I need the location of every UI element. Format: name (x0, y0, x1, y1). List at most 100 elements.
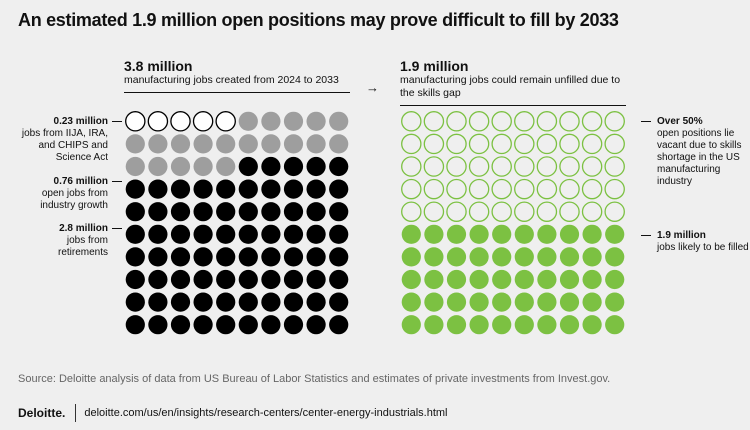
left-waffle-dot-series-2 (306, 179, 326, 199)
right-waffle-dot-series-0 (491, 111, 512, 132)
right-waffle-dot-series-0 (514, 201, 535, 222)
annotation-filled-value: 1.9 million (657, 230, 706, 241)
source-note: Source: Deloitte analysis of data from U… (18, 373, 611, 385)
right-waffle-dot-series-0 (446, 178, 467, 200)
left-waffle-dot-series-2 (261, 179, 281, 199)
left-waffle-dot-series-2 (283, 292, 304, 312)
right-waffle-dot-series-0 (536, 201, 558, 222)
right-waffle-dot-series-1 (582, 247, 602, 267)
left-waffle-dot-series-1 (170, 156, 191, 177)
left-waffle-dot-series-2 (329, 156, 349, 177)
left-waffle-dot-series-2 (170, 315, 191, 335)
right-waffle-dot-series-1 (401, 292, 421, 312)
left-waffle-chart (125, 111, 349, 335)
left-waffle-dot-series-2 (329, 247, 349, 267)
right-waffle-dot-series-1 (514, 269, 534, 290)
left-waffle-dot-series-2 (216, 269, 236, 290)
left-panel-header: 3.8 million manufacturing jobs created f… (124, 58, 350, 93)
left-waffle-dot-series-1 (283, 111, 304, 131)
left-waffle-dot-series-1 (238, 111, 258, 131)
left-waffle-dot-series-2 (125, 315, 145, 335)
left-waffle-dot-series-2 (329, 224, 349, 244)
left-waffle-dot-series-2 (148, 224, 168, 244)
right-waffle-dot-series-1 (424, 247, 444, 267)
footer-separator (75, 404, 77, 422)
annotation-vacant: Over 50% open positions lie vacant due t… (641, 116, 749, 188)
right-waffle-dot-series-0 (514, 111, 535, 132)
left-waffle-dot-series-2 (125, 292, 145, 312)
insights-link[interactable]: deloitte.com/us/en/insights/research-cen… (84, 407, 448, 419)
annotation-retirements: 2.8 million jobs from retirements (18, 223, 122, 259)
left-waffle-dot-series-2 (306, 315, 326, 335)
right-waffle-dot-series-1 (559, 315, 580, 335)
annotation-vacant-text: open positions lie vacant due to skills … (657, 128, 742, 187)
left-waffle-dot-series-2 (261, 156, 281, 177)
left-waffle-dot-series-2 (283, 269, 304, 290)
left-waffle-dot-series-1 (193, 134, 213, 154)
right-waffle-dot-series-1 (446, 224, 467, 244)
annotation-growth: 0.76 million open jobs from industry gro… (18, 176, 122, 212)
annotation-iija-value: 0.23 million (53, 116, 108, 127)
left-waffle-dot-series-2 (283, 156, 304, 177)
left-waffle-dot-series-2 (216, 224, 236, 244)
left-waffle-dot-series-2 (125, 202, 145, 222)
arrow-icon: → (366, 80, 379, 95)
left-waffle-dot-series-1 (306, 134, 326, 154)
right-total-value: 1.9 million (400, 58, 469, 74)
right-waffle-dot-series-1 (446, 269, 467, 290)
left-waffle-dot-series-0 (170, 111, 191, 132)
left-waffle-dot-series-1 (306, 111, 326, 131)
right-waffle-dot-series-1 (424, 315, 444, 335)
left-waffle-dot-series-1 (193, 156, 213, 177)
right-waffle-dot-series-0 (536, 178, 558, 200)
left-waffle-dot-series-1 (261, 134, 281, 154)
right-waffle-dot-series-0 (559, 201, 580, 222)
left-total-subtitle: manufacturing jobs created from 2024 to … (124, 74, 339, 86)
right-waffle-dot-series-0 (423, 111, 445, 132)
right-waffle-dot-series-1 (446, 292, 467, 312)
right-waffle-dot-series-0 (559, 111, 580, 132)
right-waffle-dot-series-0 (423, 201, 445, 222)
left-waffle-dot-series-2 (193, 292, 213, 312)
left-waffle-dot-series-1 (238, 134, 258, 154)
right-waffle-dot-series-0 (401, 201, 422, 222)
deloitte-logo: Deloitte. (18, 406, 66, 420)
right-waffle-dot-series-1 (401, 247, 421, 267)
annotation-filled-text: jobs likely to be filled (657, 242, 749, 253)
right-waffle-dot-series-0 (423, 178, 445, 200)
right-waffle-dot-series-1 (469, 315, 489, 335)
right-waffle-dot-series-1 (537, 269, 557, 290)
left-waffle-dot-series-2 (216, 179, 236, 199)
right-waffle-dot-series-0 (604, 156, 625, 177)
right-waffle-dot-series-0 (536, 133, 558, 155)
left-waffle-dot-series-2 (193, 269, 213, 290)
annotation-iija-tick (112, 121, 122, 122)
left-waffle-dot-series-1 (216, 134, 236, 154)
footer: Deloitte. deloitte.com/us/en/insights/re… (18, 404, 448, 422)
right-waffle-dot-series-1 (582, 292, 602, 312)
right-waffle-dot-series-1 (469, 269, 489, 290)
annotation-vacant-value: Over 50% (657, 116, 703, 127)
left-waffle-dot-series-2 (306, 224, 326, 244)
right-waffle-dot-series-0 (401, 178, 422, 200)
right-waffle-dot-series-1 (605, 315, 625, 335)
left-waffle-dot-series-2 (238, 179, 258, 199)
right-waffle-dot-series-1 (605, 292, 625, 312)
right-waffle-dot-series-0 (491, 178, 512, 200)
left-waffle-dot-series-1 (125, 156, 145, 177)
left-waffle-dot-series-2 (216, 292, 236, 312)
right-waffle-dot-series-1 (492, 292, 512, 312)
right-waffle-dot-series-0 (581, 201, 603, 222)
right-waffle-dot-series-1 (401, 224, 421, 244)
right-waffle-dot-series-0 (401, 156, 422, 177)
right-waffle-dot-series-0 (446, 111, 467, 132)
right-waffle-dot-series-1 (446, 315, 467, 335)
left-waffle-dot-series-2 (306, 292, 326, 312)
right-waffle-dot-series-1 (537, 315, 557, 335)
annotation-iija: 0.23 million jobs from IIJA, IRA, and CH… (18, 116, 122, 164)
annotation-iija-text: jobs from IIJA, IRA, and CHIPS and Scien… (21, 128, 108, 163)
right-waffle-dot-series-1 (514, 315, 534, 335)
left-waffle-dot-series-2 (193, 224, 213, 244)
annotation-growth-tick (112, 181, 122, 182)
left-waffle-dot-series-2 (283, 179, 304, 199)
